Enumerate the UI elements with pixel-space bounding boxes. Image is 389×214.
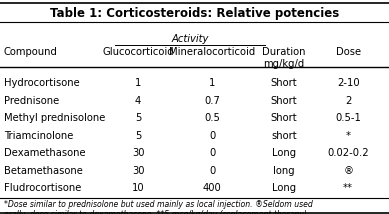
Text: Short: Short: [271, 78, 297, 88]
Text: 30: 30: [132, 166, 144, 176]
Text: **: **: [343, 183, 353, 193]
Text: 0.02-0.2: 0.02-0.2: [327, 148, 369, 158]
Text: 1: 1: [135, 78, 141, 88]
Text: Methyl prednisolone: Methyl prednisolone: [4, 113, 105, 123]
Text: 0: 0: [209, 131, 215, 141]
Text: Hydrocortisone: Hydrocortisone: [4, 78, 80, 88]
Text: Short: Short: [271, 113, 297, 123]
Text: Glucocorticoid: Glucocorticoid: [102, 47, 174, 57]
Text: Fludrocortisone: Fludrocortisone: [4, 183, 81, 193]
Text: Prednisone: Prednisone: [4, 96, 59, 106]
Text: 10: 10: [132, 183, 144, 193]
Text: long: long: [273, 166, 295, 176]
Text: 2: 2: [345, 96, 351, 106]
Text: 0.7: 0.7: [204, 96, 220, 106]
Text: *: *: [346, 131, 350, 141]
Text: 5: 5: [135, 131, 141, 141]
Text: 0.5: 0.5: [204, 113, 220, 123]
Text: Betamethasone: Betamethasone: [4, 166, 83, 176]
Text: Triamcinolone: Triamcinolone: [4, 131, 73, 141]
Text: ®: ®: [343, 166, 353, 176]
Text: 30: 30: [132, 148, 144, 158]
Text: short: short: [271, 131, 297, 141]
Text: Long: Long: [272, 183, 296, 193]
Text: Duration
mg/kg/d: Duration mg/kg/d: [262, 47, 306, 69]
Text: Dose: Dose: [336, 47, 361, 57]
Text: Short: Short: [271, 96, 297, 106]
Text: Table 1: Corticosteroids: Relative potencies: Table 1: Corticosteroids: Relative poten…: [50, 7, 339, 21]
Text: 0.5-1: 0.5-1: [335, 113, 361, 123]
Text: Activity: Activity: [171, 34, 209, 44]
Text: 5: 5: [135, 113, 141, 123]
Text: Compound: Compound: [4, 47, 58, 57]
Text: Mineralocorticoid: Mineralocorticoid: [169, 47, 255, 57]
Text: 0: 0: [209, 148, 215, 158]
Text: Long: Long: [272, 148, 296, 158]
Text: *Dose similar to prednisolone but used mainly as local injection. ®Seldom used
o: *Dose similar to prednisolone but used m…: [4, 200, 313, 214]
Text: 2-10: 2-10: [337, 78, 359, 88]
Text: 400: 400: [203, 183, 221, 193]
Text: 1: 1: [209, 78, 215, 88]
Text: 4: 4: [135, 96, 141, 106]
Text: 0: 0: [209, 166, 215, 176]
Text: Dexamethasone: Dexamethasone: [4, 148, 86, 158]
